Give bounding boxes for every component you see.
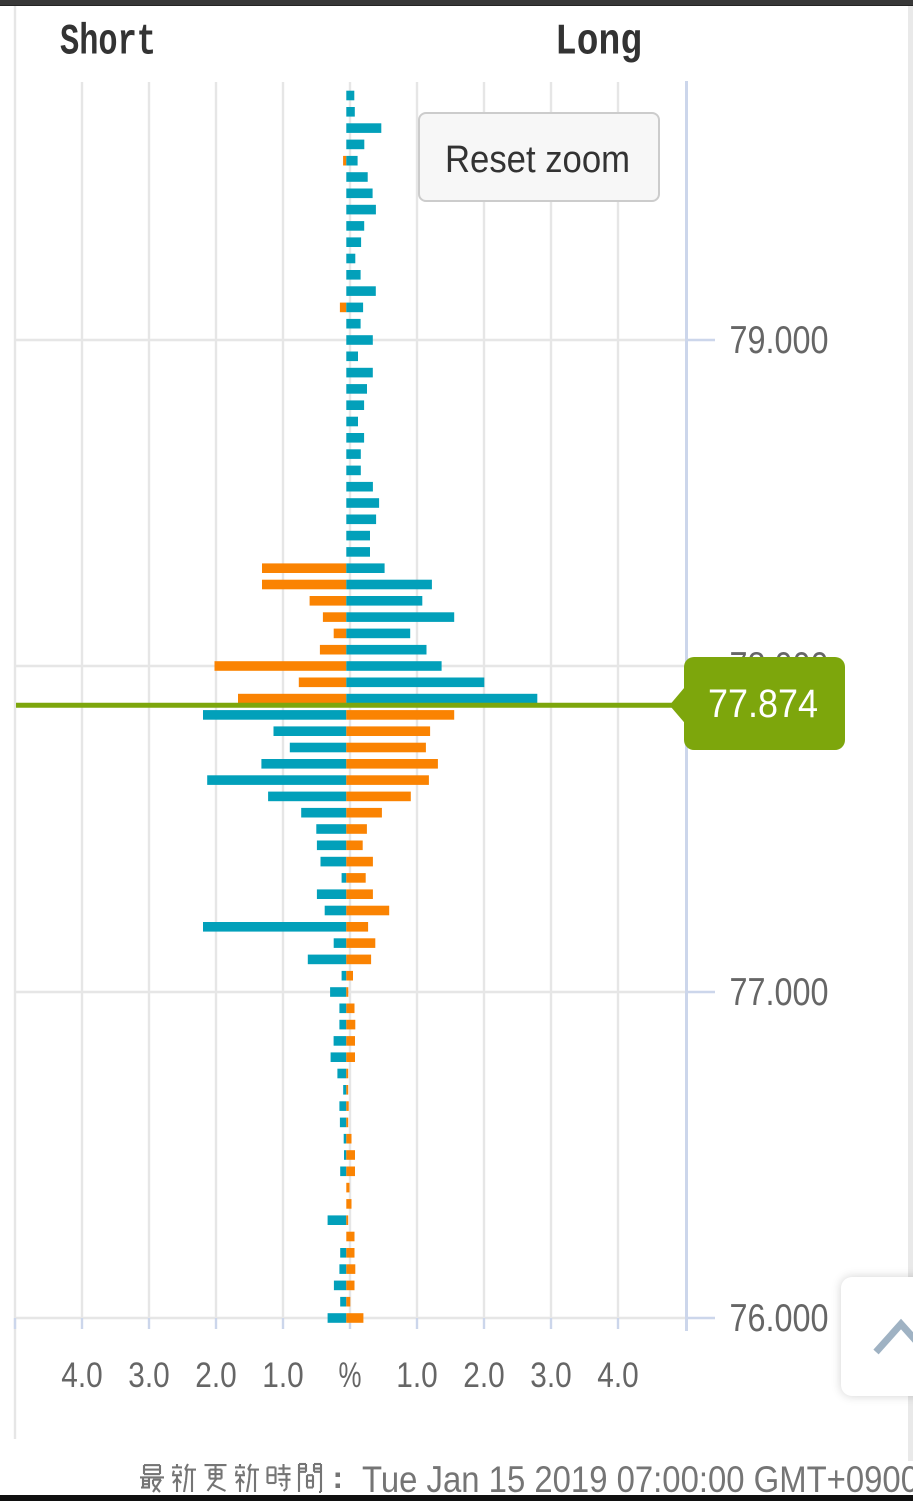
svg-text:77.000: 77.000 [730, 971, 829, 1014]
svg-text:76.000: 76.000 [730, 1297, 829, 1340]
svg-text:Short: Short [60, 18, 156, 68]
svg-text:3.0: 3.0 [530, 1356, 571, 1395]
svg-text:3.0: 3.0 [128, 1356, 169, 1395]
svg-text:2.0: 2.0 [195, 1356, 236, 1395]
svg-text:77.874: 77.874 [708, 682, 818, 726]
svg-text:4.0: 4.0 [61, 1356, 102, 1395]
svg-text:Reset zoom: Reset zoom [445, 139, 630, 181]
svg-text:2.0: 2.0 [463, 1356, 504, 1395]
svg-text:4.0: 4.0 [597, 1356, 638, 1395]
svg-text:79.000: 79.000 [730, 319, 829, 362]
svg-text:1.0: 1.0 [396, 1356, 437, 1395]
svg-text:Tue Jan 15 2019 07:00:00 GMT+0: Tue Jan 15 2019 07:00:00 GMT+0900 [362, 1459, 913, 1500]
svg-text:%: % [339, 1356, 362, 1395]
svg-text:Long: Long [555, 18, 642, 68]
svg-text:1.0: 1.0 [262, 1356, 303, 1395]
